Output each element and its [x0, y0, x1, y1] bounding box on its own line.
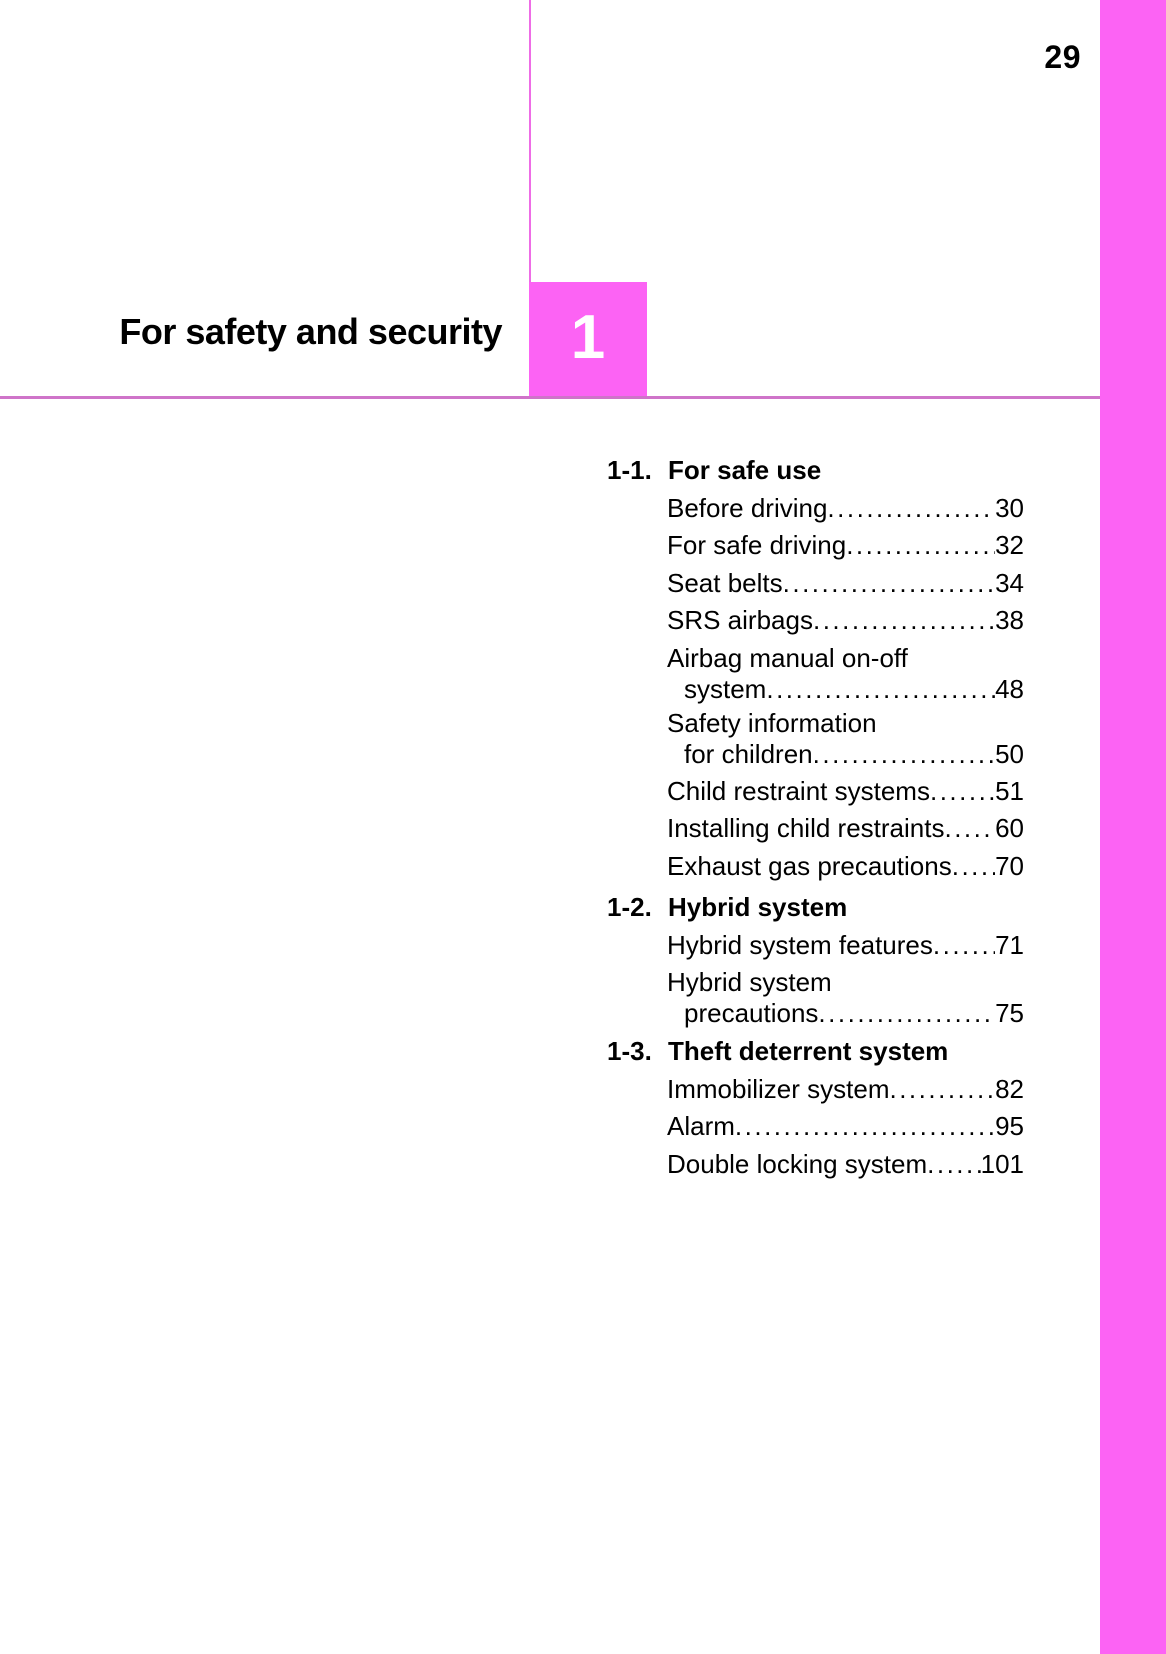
toc-entry-row: Airbag manual on-off system 48: [667, 643, 1024, 705]
toc-entry-row: For safe driving 32: [667, 527, 1024, 565]
dot-leader: [944, 810, 995, 848]
toc-entry-row: Hybrid system precautions 75: [667, 967, 1024, 1029]
toc-entry-title-continued: precautions: [684, 998, 819, 1028]
toc-entry-title: Immobilizer system: [667, 1073, 890, 1104]
toc-entry-row: Alarm 95: [667, 1108, 1024, 1146]
toc-entry-title: For safe driving: [667, 530, 847, 560]
toc-entry-page: 30: [995, 492, 1024, 523]
toc-entry-row: Hybrid system features 71: [667, 927, 1024, 965]
toc-section-row: 1-2. Hybrid system: [607, 889, 1024, 927]
toc-entry-row: Double locking system 101: [667, 1146, 1024, 1184]
dot-leader: [813, 602, 995, 640]
toc-entry-title: SRS airbags: [667, 605, 813, 635]
toc-entry-page: 71: [995, 929, 1024, 960]
dot-leader: [889, 1071, 995, 1109]
toc-entry-row: Child restraint systems 51: [667, 773, 1024, 811]
toc-entry-row: Before driving 30: [667, 490, 1024, 528]
header-rule: [0, 396, 1100, 399]
toc-entry-row: Immobilizer system 82: [667, 1071, 1024, 1109]
toc-entry-title-continued: system: [684, 673, 767, 704]
toc-section-row: 1-3. Theft deterrent system: [607, 1033, 1024, 1071]
toc-entry-page: 32: [995, 530, 1024, 560]
toc-entry-page: 50: [995, 738, 1024, 769]
dot-leader: [952, 848, 995, 886]
toc-entry-title: Safety information: [667, 707, 877, 738]
toc-entry-title: Airbag manual on-off: [667, 642, 908, 673]
toc-entry-page: 70: [995, 850, 1024, 881]
toc-entry-row: SRS airbags 38: [667, 602, 1024, 640]
toc-entry-title: Before driving: [667, 492, 828, 523]
toc-entry-page: 95: [995, 1111, 1024, 1141]
toc-section-title: Hybrid system: [668, 892, 848, 922]
toc-entry-page: 51: [995, 775, 1024, 806]
toc-entry-row: Exhaust gas precautions 70: [667, 848, 1024, 886]
toc-section-row: 1-1. For safe use: [607, 452, 1024, 490]
toc-entry-row: Seat belts 34: [667, 565, 1024, 603]
table-of-contents: 1-1. For safe use Before driving 30 For …: [607, 452, 1024, 1183]
dot-leader: [930, 773, 995, 811]
toc-entry-row: Safety information for children 50: [667, 708, 1024, 770]
toc-entry-page: 48: [995, 673, 1024, 704]
page-number: 29: [1044, 39, 1081, 75]
toc-entry-title: Child restraint systems: [667, 775, 930, 806]
toc-entry-title: Hybrid system features: [667, 929, 933, 960]
dot-leader: [818, 998, 995, 1029]
toc-section-number: 1-3.: [607, 1036, 652, 1066]
toc-entry-row: Installing child restraints 60: [667, 810, 1024, 848]
toc-entry-line2: system 48: [684, 674, 1024, 705]
toc-section-title: For safe use: [668, 455, 822, 485]
dot-leader: [735, 1108, 995, 1146]
toc-section-number: 1-2.: [607, 892, 652, 922]
dot-leader: [813, 739, 995, 770]
toc-entry-title: Alarm: [667, 1111, 735, 1141]
dot-leader: [766, 674, 995, 705]
toc-entry-title-continued: for children: [684, 738, 813, 769]
chapter-edge-band: [1100, 0, 1166, 1654]
toc-entry-page: 101: [980, 1148, 1024, 1179]
dot-leader: [783, 565, 995, 603]
toc-entry-page: 34: [995, 567, 1024, 598]
toc-section-number: 1-1.: [607, 455, 652, 485]
dot-leader: [927, 1146, 980, 1184]
toc-entry-title: Hybrid system: [667, 967, 832, 997]
toc-entry-page: 60: [995, 813, 1024, 843]
toc-entry-title: Double locking system: [667, 1148, 928, 1179]
toc-entry-page: 82: [995, 1073, 1024, 1104]
toc-entry-line2: precautions 75: [684, 998, 1024, 1029]
toc-entry-line2: for children 50: [684, 739, 1024, 770]
chapter-number-box: 1: [529, 282, 647, 397]
header-vertical-divider: [529, 0, 531, 282]
chapter-number: 1: [570, 302, 606, 372]
toc-section-title: Theft deterrent system: [668, 1036, 949, 1066]
toc-entry-title: Exhaust gas precautions: [667, 850, 952, 881]
chapter-title: For safety and security: [119, 311, 502, 352]
dot-leader: [846, 527, 995, 565]
toc-entry-page: 38: [995, 605, 1024, 635]
toc-entry-page: 75: [995, 998, 1024, 1028]
toc-entry-title: Installing child restraints: [667, 813, 945, 843]
dot-leader: [933, 927, 995, 965]
toc-entry-title: Seat belts: [667, 567, 783, 598]
dot-leader: [827, 490, 995, 528]
